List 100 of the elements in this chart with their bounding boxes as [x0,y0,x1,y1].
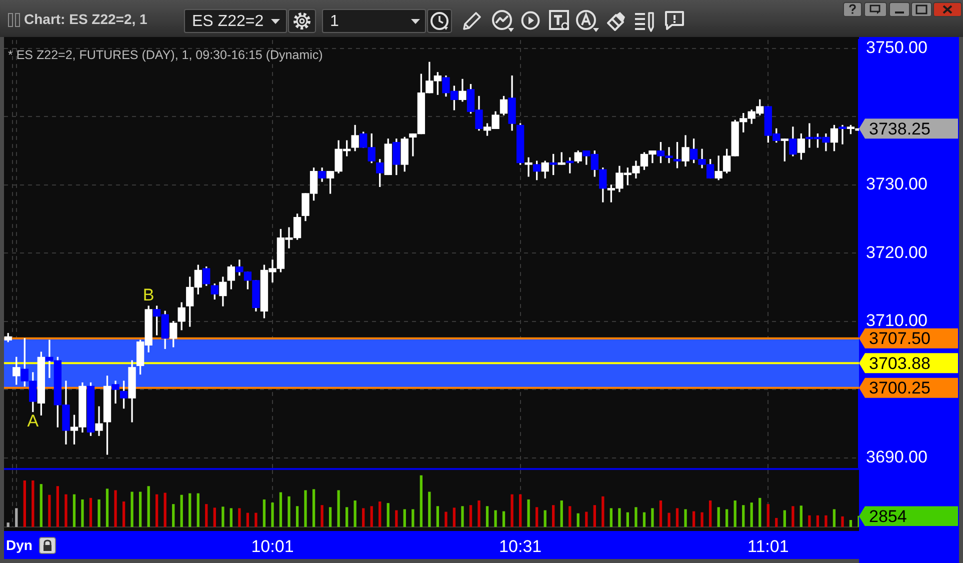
bar [412,509,414,527]
bar [576,513,580,527]
ref-line-label: 3703.88 [869,354,930,373]
bar [56,486,60,527]
bar [130,492,134,527]
bar [651,508,654,527]
bar [668,512,670,527]
bar [337,490,340,527]
bar [792,506,794,527]
annotation: B [142,286,154,305]
bar [395,510,398,527]
bar [48,494,51,527]
bar [510,494,514,527]
bar [312,489,316,527]
bar [750,502,753,527]
bar [205,504,208,527]
bar [602,496,604,527]
bar [262,499,266,527]
bar [23,480,26,527]
symbol-field: ES Z22=2 [184,9,287,33]
bar [436,506,440,527]
bar [6,522,10,527]
bar [362,508,365,527]
text: Chart: ES Z22=2, 1 [24,11,148,28]
bar [708,500,712,527]
bar [518,494,522,527]
bar [610,508,613,527]
bar [808,515,811,527]
bar [40,484,43,527]
bar [775,518,778,527]
x-tick-label: 10:31 [499,536,542,556]
bar [254,512,258,527]
bar [478,500,480,527]
bar [469,505,472,527]
bar [676,508,679,527]
bar [486,506,489,527]
bar [734,500,736,527]
bar [180,494,183,527]
bar [378,502,382,527]
candlestick [524,157,532,177]
bar [346,507,348,527]
interval-field: 1 [322,9,426,33]
bar [271,502,274,527]
bar [246,512,250,527]
bar [403,509,406,527]
bar [816,515,820,527]
bar [618,508,621,527]
bar [841,516,844,527]
bar [849,520,852,527]
bar [800,506,802,527]
bar [444,512,448,527]
ref-line-label: 3700.25 [869,378,930,398]
bar [659,500,662,527]
bar [742,505,745,527]
bar [585,512,588,527]
bar [717,507,720,527]
y-tick-label: 3750.00 [866,38,928,58]
bar [832,509,836,527]
bar [89,498,92,527]
bar [64,494,68,527]
bar [386,503,390,527]
ref-line-label: 3707.50 [869,329,930,348]
x-tick-label: 11:01 [748,536,789,556]
bar [634,507,638,527]
bar [114,490,117,527]
bar [626,512,630,527]
bar [502,511,506,527]
bar [147,486,150,527]
bar [452,508,456,527]
bar [766,504,770,527]
bar [98,499,100,527]
bar [320,505,324,527]
bar [172,504,175,527]
bar [535,507,538,527]
bar [420,475,423,527]
bar [213,508,216,527]
bar [106,488,109,527]
bar [642,512,646,527]
bar [684,509,687,527]
bar [527,499,530,527]
bar [692,511,696,527]
bar [783,510,786,527]
bar [461,506,464,527]
bar [81,499,84,527]
bar [72,494,76,527]
bar [354,500,356,527]
bar [196,493,200,527]
y-tick-label: 3720.00 [866,242,928,262]
text: 2854 [859,506,958,526]
annotation: 3738.25 [869,119,930,138]
bar [296,506,299,527]
bar [304,490,307,527]
bar [15,508,18,527]
annotation: A [27,411,40,430]
bar [32,480,34,527]
y-tick-label: 3710.00 [866,311,928,330]
bar [155,494,158,527]
bar [279,492,282,527]
bar [725,509,728,527]
bar [700,512,704,527]
